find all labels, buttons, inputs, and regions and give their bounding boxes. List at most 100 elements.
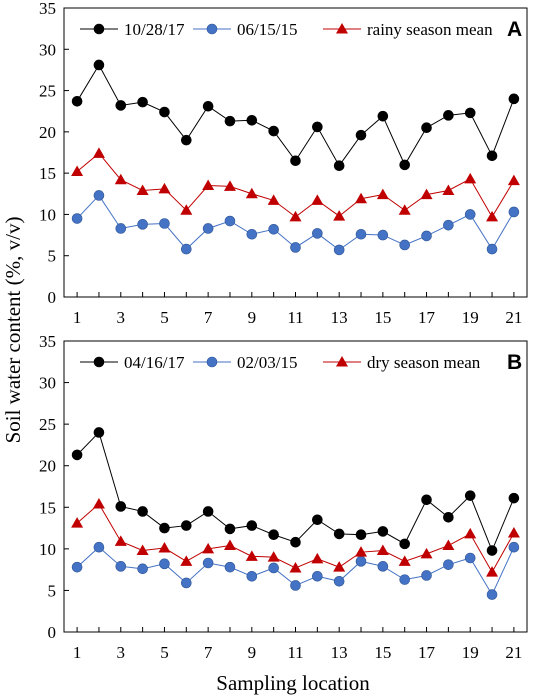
- data-point: [93, 427, 105, 438]
- y-tick-label: 10: [39, 540, 56, 559]
- data-point: [224, 115, 236, 127]
- data-point: [268, 223, 279, 235]
- y-axis-title: Soil water content (%, v/v): [1, 217, 25, 444]
- y-tick-label: 10: [39, 205, 56, 224]
- data-point: [377, 561, 389, 572]
- x-tick-label: 21: [505, 643, 522, 662]
- data-point: [355, 129, 367, 141]
- panel-label: A: [507, 18, 522, 41]
- data-point: [508, 93, 520, 105]
- data-point: [71, 561, 83, 573]
- data-point: [464, 107, 476, 119]
- x-tick-label: 17: [418, 308, 436, 327]
- data-point: [486, 589, 498, 600]
- data-point: [486, 566, 499, 577]
- data-point: [268, 125, 279, 137]
- data-point: [245, 187, 258, 199]
- data-point: [290, 155, 301, 167]
- series-3: [71, 497, 520, 577]
- data-point: [311, 552, 324, 564]
- data-point: [464, 490, 476, 501]
- data-point: [92, 147, 105, 158]
- data-point: [181, 520, 192, 531]
- legend-label: dry season mean: [367, 353, 481, 372]
- x-tick-label: 11: [287, 308, 303, 327]
- data-point: [442, 184, 455, 195]
- data-point: [181, 243, 192, 255]
- y-tick-label: 25: [39, 415, 56, 434]
- data-point: [289, 561, 302, 573]
- data-point: [464, 552, 476, 564]
- data-point: [180, 204, 193, 215]
- data-point: [399, 574, 410, 585]
- data-point: [202, 179, 215, 191]
- data-point: [377, 110, 389, 122]
- x-tick-label: 19: [462, 643, 479, 662]
- data-point: [355, 228, 367, 240]
- data-point: [246, 228, 258, 240]
- data-point: [355, 529, 367, 541]
- x-tick-label: 13: [331, 308, 348, 327]
- data-point: [93, 59, 105, 71]
- data-point: [114, 173, 127, 185]
- data-point: [486, 150, 498, 162]
- data-point: [398, 204, 411, 215]
- y-tick-label: 0: [48, 623, 57, 642]
- data-point: [289, 210, 302, 222]
- x-tick-label: 9: [248, 308, 257, 327]
- data-point: [399, 239, 410, 251]
- data-point: [71, 517, 84, 528]
- data-point: [333, 561, 346, 572]
- data-point: [312, 514, 323, 526]
- legend-label: 04/16/17: [124, 353, 185, 372]
- data-point: [421, 230, 432, 242]
- data-point: [246, 114, 258, 126]
- data-point: [223, 539, 236, 551]
- plot-frame: [63, 7, 528, 298]
- x-tick-label: 5: [160, 643, 169, 662]
- legend-label: 10/28/17: [124, 20, 185, 39]
- data-point: [333, 160, 345, 172]
- legend-label: 02/03/15: [237, 353, 297, 372]
- x-tick-label: 19: [462, 308, 479, 327]
- panel-label: B: [507, 351, 522, 374]
- series-3: [71, 147, 520, 222]
- x-tick-label: 1: [73, 308, 82, 327]
- data-point: [181, 134, 192, 146]
- data-point: [421, 570, 432, 581]
- x-tick-label: 21: [505, 308, 522, 327]
- data-point: [508, 492, 520, 504]
- data-point: [115, 223, 127, 234]
- data-point: [137, 563, 148, 575]
- data-point: [246, 570, 258, 582]
- data-point: [399, 159, 410, 171]
- y-tick-label: 15: [39, 498, 56, 517]
- data-point: [464, 172, 477, 184]
- data-point: [202, 557, 214, 569]
- legend-entry: rainy season mean: [323, 20, 493, 39]
- data-point: [464, 527, 477, 539]
- data-point: [267, 194, 280, 205]
- x-tick-label: 15: [374, 308, 391, 327]
- legend-entry: 06/15/15: [193, 20, 297, 39]
- data-point: [355, 546, 368, 557]
- series-2: [71, 190, 520, 256]
- data-point: [312, 228, 323, 239]
- data-point: [398, 555, 411, 566]
- series-line: [76, 431, 515, 552]
- data-point: [290, 536, 301, 548]
- legend-label: 06/15/15: [237, 20, 297, 39]
- x-tick-label: 1: [73, 643, 82, 662]
- data-point: [93, 541, 105, 553]
- data-point: [443, 110, 454, 121]
- data-point: [355, 192, 368, 204]
- legend-marker: [93, 23, 105, 35]
- y-tick-label: 20: [39, 457, 56, 476]
- data-point: [376, 188, 389, 200]
- data-point: [114, 535, 127, 546]
- y-tick-label: 35: [39, 0, 56, 18]
- data-point: [159, 558, 170, 570]
- legend-label: rainy season mean: [367, 20, 493, 39]
